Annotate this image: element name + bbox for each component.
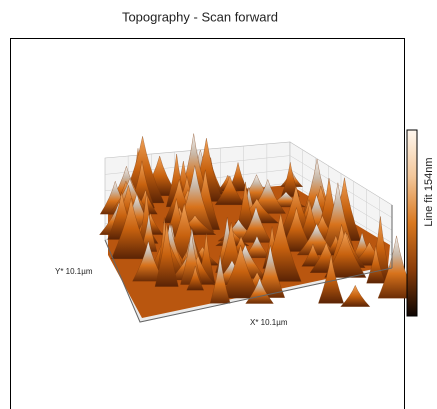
colorbar	[407, 130, 417, 316]
surface-peak	[341, 285, 370, 306]
x-axis-label: X* 10.1µm	[250, 318, 288, 327]
y-axis-label: Y* 10.1µm	[55, 267, 93, 276]
figure: Topography - Scan forward Y* 10.1µm X* 1…	[0, 0, 437, 409]
page: {"header": {"title": "Topography - Scan …	[0, 0, 437, 409]
title: Topography - Scan forward	[122, 9, 278, 24]
colorbar-label: Line fit 154nm	[423, 157, 435, 226]
